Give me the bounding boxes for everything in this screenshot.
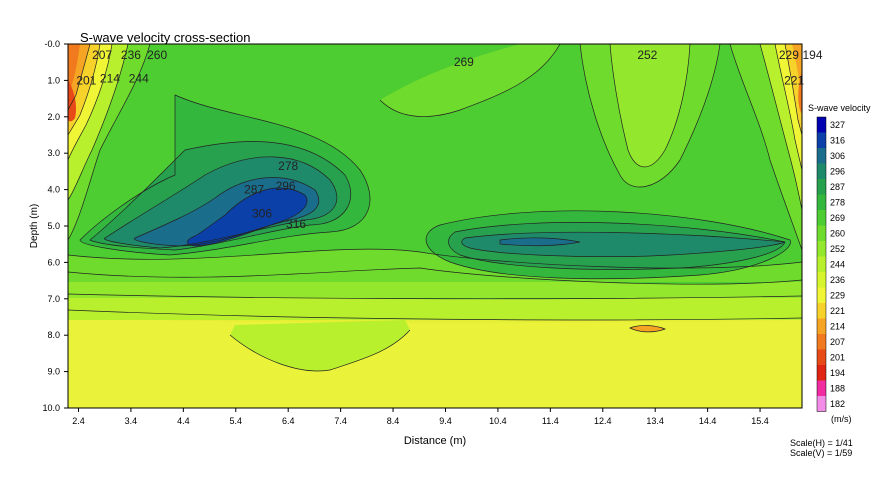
y-tick-label: 10.0 — [42, 403, 60, 413]
legend-level-label: 278 — [830, 198, 845, 208]
contour-label: 201 — [76, 73, 96, 87]
x-tick-label: 9.4 — [439, 416, 452, 426]
x-tick-label: 2.4 — [72, 416, 85, 426]
contour-label: 221 — [784, 73, 804, 87]
legend-swatch — [817, 256, 826, 272]
y-tick-label: 7.0 — [47, 294, 60, 304]
x-tick-label: 14.4 — [699, 416, 717, 426]
legend-swatch — [817, 334, 826, 350]
x-tick-label: 12.4 — [594, 416, 612, 426]
y-tick-label: 8.0 — [47, 330, 60, 340]
contour-label: 207 — [92, 48, 112, 62]
legend-level-label: 306 — [830, 151, 845, 161]
contour-label: 252 — [637, 48, 657, 62]
contour-label: 287 — [244, 183, 264, 197]
y-tick-label: 4.0 — [47, 185, 60, 195]
x-tick-label: 10.4 — [489, 416, 507, 426]
x-tick-label: 6.4 — [282, 416, 295, 426]
legend-level-label: 182 — [830, 399, 845, 409]
legend-frame — [816, 116, 827, 412]
y-tick-label: -0.0 — [44, 39, 60, 49]
legend-level-label: 252 — [830, 244, 845, 254]
legend-level-label: 287 — [830, 182, 845, 192]
contour-label: 236 — [121, 48, 141, 62]
legend-level-label: 221 — [830, 306, 845, 316]
contour-label: 269 — [454, 55, 474, 69]
x-axis-label: Distance (m) — [404, 435, 466, 447]
legend-swatch — [817, 365, 826, 381]
legend-level-label: 194 — [830, 368, 845, 378]
color-legend: 327 316 306 296 287 278 269 260 252 244 236 229 221 2… — [816, 116, 845, 412]
legend-title: S-wave velocity — [808, 103, 871, 113]
legend-swatch — [817, 349, 826, 365]
legend-units: (m/s) — [831, 414, 852, 424]
y-tick-label: 1.0 — [47, 75, 60, 85]
scale-info: Scale(H) = 1/41 Scale(V) = 1/59 — [790, 438, 853, 458]
contour-label: 244 — [129, 72, 149, 86]
legend-swatch — [817, 210, 826, 226]
scale-horizontal: Scale(H) = 1/41 — [790, 438, 853, 448]
chart-title: S-wave velocity cross-section — [80, 30, 251, 45]
legend-swatch — [817, 272, 826, 288]
x-axis-ticks: 2.4 3.4 4.4 5.4 6.4 7.4 8.4 9.4 10.4 11.4 12.4 13.4… — [72, 408, 769, 426]
x-tick-label: 13.4 — [646, 416, 664, 426]
contour-label: 306 — [252, 206, 272, 220]
contour-label: 194 — [802, 48, 822, 62]
legend-swatch — [817, 287, 826, 303]
x-tick-label: 15.4 — [751, 416, 769, 426]
y-tick-label: 5.0 — [47, 221, 60, 231]
contour-label: 260 — [147, 48, 167, 62]
x-tick-label: 5.4 — [230, 416, 243, 426]
contour-lines — [68, 44, 802, 372]
legend-level-label: 188 — [830, 384, 845, 394]
legend-level-label: 229 — [830, 291, 845, 301]
y-tick-label: 3.0 — [47, 148, 60, 158]
y-tick-label: 9.0 — [47, 367, 60, 377]
y-tick-label: 6.0 — [47, 257, 60, 267]
legend-level-label: 244 — [830, 260, 845, 270]
legend-level-label: 296 — [830, 167, 845, 177]
legend-level-label: 236 — [830, 275, 845, 285]
x-tick-label: 11.4 — [542, 416, 559, 426]
legend-swatch — [817, 241, 826, 257]
legend-swatch — [817, 179, 826, 195]
legend-level-label: 214 — [830, 322, 845, 332]
contour-label: 316 — [286, 217, 306, 231]
y-tick-label: 2.0 — [47, 112, 60, 122]
legend-swatch — [817, 396, 826, 412]
contour-fill — [68, 44, 802, 408]
x-tick-label: 4.4 — [177, 416, 190, 426]
legend-swatch — [817, 303, 826, 319]
legend-swatch — [817, 117, 826, 133]
scale-vertical: Scale(V) = 1/59 — [790, 448, 853, 458]
legend-swatch — [817, 318, 826, 334]
legend-swatch — [817, 225, 826, 241]
legend-swatch — [817, 132, 826, 148]
legend-swatch — [817, 163, 826, 179]
y-axis-label: Depth (m) — [29, 204, 40, 248]
legend-swatch — [817, 194, 826, 210]
contour-labels: 207 236 260 201 214 244 269 252 229 194 221 278 287 2… — [76, 48, 822, 231]
x-tick-label: 8.4 — [387, 416, 400, 426]
legend-swatch — [817, 380, 826, 396]
legend-level-label: 201 — [830, 353, 845, 363]
legend-level-label: 207 — [830, 337, 845, 347]
contour-label: 296 — [276, 179, 296, 193]
contour-label: 278 — [278, 159, 298, 173]
legend-level-label: 327 — [830, 120, 845, 130]
legend-swatch — [817, 148, 826, 164]
legend-level-label: 269 — [830, 213, 845, 223]
x-tick-label: 3.4 — [125, 416, 138, 426]
y-axis-ticks: -0.0 1.0 2.0 3.0 4.0 5.0 6.0 7.0 8.0 9.0 10.0 — [42, 39, 68, 413]
legend-level-label: 260 — [830, 229, 845, 239]
x-tick-label: 7.4 — [334, 416, 347, 426]
contour-label: 214 — [100, 72, 120, 86]
legend-level-label: 316 — [830, 136, 845, 146]
contour-label: 229 — [779, 48, 799, 62]
